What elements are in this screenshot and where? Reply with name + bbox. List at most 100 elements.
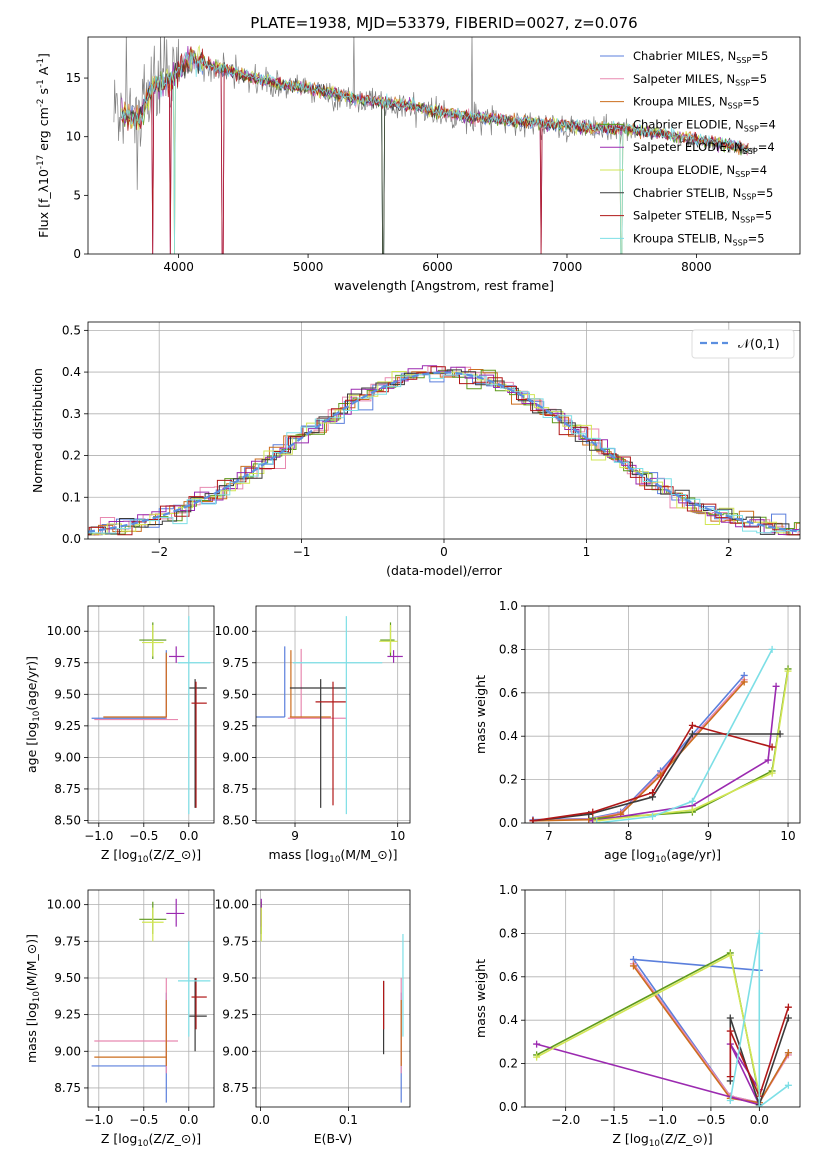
x-tick-label: 0 <box>440 545 448 559</box>
weight-marker <box>784 1081 792 1089</box>
y-tick-label: 9.75 <box>222 934 249 948</box>
y-tick-label: 9.50 <box>54 971 81 985</box>
x-tick-label: 6000 <box>422 260 453 274</box>
y-tick-label: 0 <box>73 247 81 261</box>
histogram-step <box>88 369 800 535</box>
legend-box <box>691 329 795 359</box>
weight-vs-age-panel: 7 8 9 10 0.0 0.2 0.4 0.6 0.8 1.0 age [log10(age/yr… <box>473 599 801 865</box>
plot-area <box>533 929 792 1107</box>
mass-vs-metallicity-panel: −1.0 −0.5 0.0 8.75 9.00 9.25 9.50 9.75 10.00 Z [l… <box>24 889 215 1149</box>
weight-line <box>596 670 789 822</box>
histogram-step <box>88 366 800 536</box>
plot-area <box>260 898 404 1103</box>
plot-area <box>88 365 800 536</box>
weight-line <box>532 674 745 821</box>
x-tick-label: −1.0 <box>84 1113 113 1127</box>
normal-reference-curve <box>88 371 800 533</box>
x-tick-label: −1.0 <box>648 1113 677 1127</box>
x-axis-label: E(B-V) <box>314 1131 353 1146</box>
weight-marker <box>784 1014 792 1022</box>
weight-line <box>532 724 773 822</box>
y-tick-label: 9.75 <box>222 656 249 670</box>
weight-marker <box>784 1003 792 1011</box>
y-axis-label: mass weight <box>473 959 488 1038</box>
histogram-step <box>88 365 800 536</box>
y-tick-label: 0.6 <box>499 970 518 984</box>
legend-label: Salpeter MILES, NSSP=5 <box>633 72 767 88</box>
weight-marker <box>764 756 772 764</box>
x-tick-label: −0.5 <box>696 1113 725 1127</box>
weight-marker <box>784 667 792 675</box>
y-tick-label: 0.0 <box>499 816 518 830</box>
y-tick-label: 9.00 <box>54 1044 81 1058</box>
weight-marker <box>688 721 696 729</box>
y-tick-label: 0.2 <box>499 1057 518 1071</box>
weight-marker <box>768 743 776 751</box>
spectrum-panel: 4000 5000 6000 7000 8000 0 5 10 15 wavelength [An… <box>36 36 801 293</box>
plot-area <box>113 37 756 254</box>
y-tick-label: 9.75 <box>54 934 81 948</box>
weight-line <box>532 679 745 822</box>
x-tick-label: 8000 <box>681 260 712 274</box>
y-tick-label: 0.4 <box>62 365 81 379</box>
weight-line <box>729 933 789 1107</box>
y-axis-label: Normed distribution <box>30 368 45 493</box>
age-vs-mass-panel: 9 10 8.50 8.75 9.00 9.25 9.50 9.75 10.00 mass [lo… <box>215 605 411 865</box>
y-tick-label: 9.00 <box>222 750 249 764</box>
x-tick-label: −2 <box>150 545 168 559</box>
legend-label: 𝒩(0,1) <box>738 336 780 351</box>
axes-frame <box>255 889 411 1108</box>
y-tick-label: 10.00 <box>215 898 249 912</box>
weight-marker <box>768 645 776 653</box>
x-tick-label: −0.5 <box>129 829 158 843</box>
y-tick-label: 0.4 <box>499 729 518 743</box>
weight-marker <box>649 812 657 820</box>
y-tick-label: 9.00 <box>54 750 81 764</box>
x-tick-label: 10 <box>780 829 795 843</box>
residual-histogram-panel: −2 −1 0 1 2 0.0 0.1 0.2 0.3 0.4 0.5 (data-model)/er… <box>30 321 801 578</box>
weight-marker <box>533 1053 541 1061</box>
weight-marker <box>533 1040 541 1048</box>
y-tick-label: 0.2 <box>499 773 518 787</box>
y-tick-label: 0.5 <box>62 323 81 337</box>
x-axis-label: age [log10(age/yr)] <box>604 847 721 865</box>
weight-marker <box>688 730 696 738</box>
x-tick-label: −2.0 <box>551 1113 580 1127</box>
plot-area <box>256 616 403 815</box>
weight-marker <box>772 682 780 690</box>
x-axis-label: mass [log10(M/M_⊙)] <box>268 847 397 865</box>
weight-marker <box>593 819 601 823</box>
y-axis-label: Flux [f_λ10-17 erg cm-2 s-1 A-1] <box>36 53 51 238</box>
age-vs-metallicity-panel: −1.0 −0.5 0.0 8.50 8.75 9.00 9.25 9.50 9.75 10.00… <box>24 605 215 865</box>
axes-frame <box>524 605 801 824</box>
weight-line <box>729 1006 790 1099</box>
y-axis-label: mass weight <box>473 675 488 754</box>
y-tick-label: 8.75 <box>54 782 81 796</box>
x-tick-label: −1.5 <box>600 1113 629 1127</box>
x-tick-label: 7000 <box>552 260 583 274</box>
weight-marker <box>784 1049 792 1057</box>
weight-marker <box>726 1027 734 1035</box>
y-tick-label: 0.8 <box>499 642 518 656</box>
weight-marker <box>629 962 637 970</box>
x-axis-label: Z [log10(Z/Z_⊙)] <box>612 1131 712 1149</box>
x-axis-label: (data-model)/error <box>386 563 503 578</box>
axes-frame <box>255 605 411 824</box>
weight-marker <box>589 808 597 816</box>
y-tick-label: 10.00 <box>47 898 81 912</box>
y-axis-label: age [log10(age/yr)] <box>24 656 42 773</box>
legend-label: Salpeter ELODIE, NSSP=4 <box>633 140 775 156</box>
x-tick-label: −0.5 <box>129 1113 158 1127</box>
x-tick-label: 0.1 <box>339 1113 358 1127</box>
y-tick-label: 0.3 <box>62 407 81 421</box>
y-tick-label: 1.0 <box>499 883 518 897</box>
y-tick-label: 9.25 <box>222 719 249 733</box>
weight-marker <box>688 806 696 814</box>
legend-label: Kroupa STELIB, NSSP=5 <box>633 231 765 247</box>
y-tick-label: 10 <box>66 130 81 144</box>
y-axis-label: mass [log10(M/M_⊙)] <box>24 934 42 1063</box>
y-tick-label: 0.8 <box>499 926 518 940</box>
x-axis-label: Z [log10(Z/Z_⊙)] <box>101 1131 201 1149</box>
y-tick-label: 9.50 <box>222 687 249 701</box>
x-tick-label: 9 <box>705 829 713 843</box>
